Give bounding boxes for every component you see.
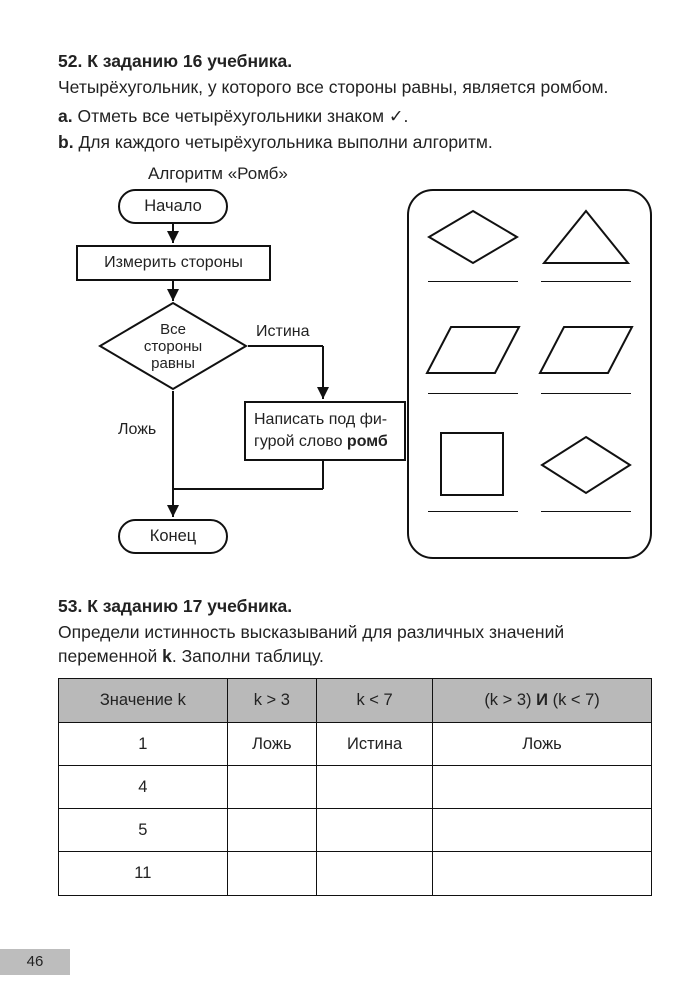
table-row: 4 [59, 765, 652, 808]
flow-write-l2b: ромб [347, 433, 388, 450]
shapes-panel [407, 189, 652, 559]
flow-measure: Измерить стороны [76, 245, 271, 281]
flow-write-l1: Написать под фи- [254, 409, 396, 431]
task-53-heading: 53. К заданию 17 учебника. [58, 595, 652, 619]
task-52-a: a. Отметь все четырёхугольники знаком ✓. [58, 105, 652, 129]
cell[interactable] [433, 809, 652, 852]
answer-line[interactable] [541, 393, 631, 394]
cell[interactable] [227, 852, 316, 895]
col-header: Значение k [59, 679, 228, 722]
col-header: k < 7 [317, 679, 433, 722]
flow-write-l2a: гурой слово [254, 433, 347, 450]
flow-write-l2: гурой слово ромб [254, 431, 396, 453]
cell: 5 [59, 809, 228, 852]
cell[interactable] [433, 765, 652, 808]
flow-write: Написать под фи- гурой слово ромб [244, 401, 406, 460]
triangle-icon [536, 205, 636, 269]
task-52-b-text: Для каждого четырёхугольника выполни алг… [78, 132, 492, 152]
table-row: 1 Ложь Истина Ложь [59, 722, 652, 765]
table-row: 11 [59, 852, 652, 895]
rhombus-icon [423, 205, 523, 269]
flow-decision-text: Все стороны равны [98, 301, 248, 391]
task-53-intro-k: k [162, 646, 172, 666]
shape-cell [536, 429, 636, 512]
shape-row [423, 429, 636, 527]
page-number-text: 46 [27, 952, 44, 972]
answer-line[interactable] [541, 281, 631, 282]
task-52-b: b. Для каждого четырёхугольника выполни … [58, 131, 652, 155]
flow-measure-label: Измерить стороны [104, 254, 243, 271]
cell: 1 [59, 722, 228, 765]
answer-line[interactable] [428, 281, 518, 282]
cell: 4 [59, 765, 228, 808]
answer-line[interactable] [541, 511, 631, 512]
cell[interactable] [317, 809, 433, 852]
answer-line[interactable] [428, 511, 518, 512]
square-icon [423, 429, 523, 499]
rhombus-icon [536, 429, 636, 499]
flow-true-label: Истина [256, 321, 310, 343]
task-52-b-letter: b. [58, 132, 74, 152]
task-52-definition: Четырёхугольник, у которого все стороны … [58, 76, 652, 100]
cell: Истина [317, 722, 433, 765]
col-header: (k > 3) И (k < 7) [433, 679, 652, 722]
cell[interactable] [433, 852, 652, 895]
task-52-heading: 52. К заданию 16 учебника. [58, 50, 652, 74]
col-header: k > 3 [227, 679, 316, 722]
col-header-text: (k > 3) И (k < 7) [484, 691, 599, 709]
task-53-intro: Определи истинность высказываний для раз… [58, 621, 652, 668]
flow-decision-l1: Все [160, 321, 186, 338]
parallelogram-icon [536, 317, 636, 381]
table-header-row: Значение k k > 3 k < 7 (k > 3) И (k < 7) [59, 679, 652, 722]
flow-end-label: Конец [150, 527, 197, 545]
flow-decision-l2: стороны [144, 338, 202, 355]
cell: Ложь [433, 722, 652, 765]
flow-end: Конец [118, 519, 228, 553]
cell[interactable] [227, 765, 316, 808]
page-number: 46 [0, 949, 70, 975]
cell[interactable] [317, 765, 433, 808]
parallelogram-icon [423, 317, 523, 381]
shape-cell [423, 429, 523, 512]
shape-row [423, 205, 636, 303]
page: 52. К заданию 16 учебника. Четырёхугольн… [0, 0, 700, 993]
task-52-a-letter: a. [58, 106, 73, 126]
task-52: 52. К заданию 16 учебника. Четырёхугольн… [58, 50, 652, 569]
task-52-a-text: Отметь все четырёхугольники знаком ✓. [77, 106, 408, 126]
task-53: 53. К заданию 17 учебника. Определи исти… [58, 595, 652, 895]
flow-start-label: Начало [144, 197, 202, 215]
shape-cell [423, 317, 523, 394]
cell[interactable] [317, 852, 433, 895]
cell: Ложь [227, 722, 316, 765]
flow-decision: Все стороны равны [98, 301, 248, 391]
truth-table: Значение k k > 3 k < 7 (k > 3) И (k < 7)… [58, 678, 652, 895]
shape-cell [423, 205, 523, 282]
flow-decision-l3: равны [151, 355, 195, 372]
cell[interactable] [227, 809, 316, 852]
task-53-intro-b: . Заполни таблицу. [172, 646, 324, 666]
algorithm-title: Алгоритм «Ромб» [148, 163, 652, 186]
shape-cell [536, 317, 636, 394]
flow-false-label: Ложь [118, 419, 156, 441]
shape-cell [536, 205, 636, 282]
answer-line[interactable] [428, 393, 518, 394]
flow-start: Начало [118, 189, 228, 223]
flowchart-and-shapes: Начало Измерить стороны Все стороны равн… [58, 189, 652, 569]
flowchart: Начало Измерить стороны Все стороны равн… [58, 189, 418, 569]
cell: 11 [59, 852, 228, 895]
table-row: 5 [59, 809, 652, 852]
shape-row [423, 317, 636, 415]
